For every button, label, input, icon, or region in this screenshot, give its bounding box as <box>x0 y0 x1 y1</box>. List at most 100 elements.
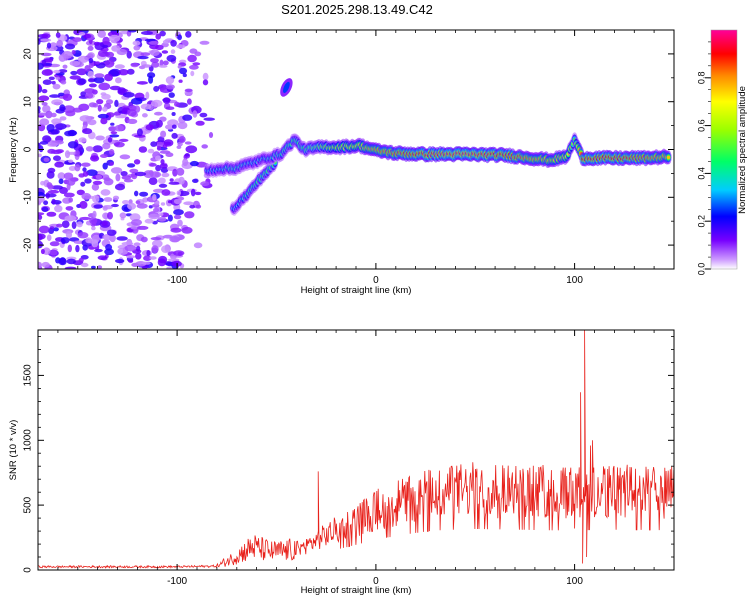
noise-speck <box>166 266 172 269</box>
noise-speck <box>104 73 113 82</box>
noise-speck <box>93 76 105 84</box>
noise-speck <box>155 33 161 40</box>
noise-speck <box>173 250 185 256</box>
noise-speck <box>111 45 121 52</box>
noise-speck <box>102 142 111 150</box>
noise-speck <box>80 181 86 187</box>
noise-speck <box>162 97 171 104</box>
noise-speck <box>160 202 166 206</box>
noise-speck <box>150 171 161 178</box>
noise-speck <box>72 107 84 113</box>
noise-speck <box>150 58 159 63</box>
noise-speck <box>120 171 128 177</box>
noise-speck <box>78 32 86 36</box>
noise-speck <box>56 223 63 228</box>
noise-speck <box>95 174 103 180</box>
noise-speck <box>159 59 164 67</box>
noise-speck <box>62 93 73 102</box>
noise-speck <box>109 134 120 138</box>
noise-speck <box>167 214 173 222</box>
noise-speck <box>66 258 77 265</box>
noise-speck <box>38 212 45 216</box>
colorbar-tick-label: 0.8 <box>696 72 706 85</box>
noise-speck <box>162 144 168 148</box>
noise-speck <box>43 200 49 205</box>
noise-speck <box>150 237 162 241</box>
noise-speck <box>127 68 135 75</box>
noise-speck <box>77 232 89 239</box>
noise-speck <box>152 194 157 201</box>
noise-speck <box>54 161 65 168</box>
noise-speck <box>159 30 166 37</box>
noise-speck <box>38 95 50 102</box>
noise-speck <box>147 72 156 79</box>
noise-speck <box>140 236 148 243</box>
noise-speck <box>79 200 88 209</box>
noise-speck <box>82 171 89 177</box>
noise-speck <box>81 162 91 167</box>
noise-speck <box>138 146 148 153</box>
noise-speck <box>171 124 177 129</box>
x-tick-label: -100 <box>167 576 187 587</box>
noise-speck <box>45 110 53 119</box>
noise-speck <box>51 99 63 106</box>
noise-speck <box>93 204 103 209</box>
noise-speck <box>84 92 94 99</box>
noise-speck <box>91 265 96 269</box>
noise-speck <box>158 177 166 184</box>
snr-xlabel: Height of straight line (km) <box>301 585 412 596</box>
noise-speck <box>55 32 61 38</box>
noise-speck <box>100 189 111 196</box>
noise-speck <box>129 168 139 174</box>
colorbar-tick-label: 0.0 <box>696 263 706 276</box>
noise-speck <box>38 112 48 116</box>
noise-speck <box>132 40 141 46</box>
noise-speck <box>178 79 183 83</box>
noise-speck <box>151 99 163 107</box>
noise-speck <box>74 164 81 172</box>
noise-speck <box>193 242 203 249</box>
noise-speck <box>100 154 108 158</box>
y-tick-label: 0 <box>23 146 34 152</box>
noise-speck <box>190 70 195 77</box>
noise-speck <box>119 154 131 160</box>
noise-speck <box>76 68 87 76</box>
noise-speck <box>46 171 55 179</box>
noise-speck <box>68 197 73 203</box>
noise-speck <box>58 92 65 97</box>
noise-speck <box>173 214 182 220</box>
noise-speck <box>39 118 50 126</box>
noise-speck <box>88 83 97 88</box>
noise-speck <box>68 159 74 163</box>
colorbar-label: Normalized spectral amplitude <box>737 86 748 214</box>
noise-speck <box>114 183 126 191</box>
noise-speck <box>67 141 79 149</box>
noise-speck <box>38 38 41 45</box>
noise-speck <box>41 69 53 76</box>
noise-speck <box>169 236 181 243</box>
noise-speck <box>177 219 183 227</box>
noise-speck <box>185 31 192 38</box>
noise-speck <box>64 150 71 159</box>
noise-speck <box>170 39 177 47</box>
noise-speck <box>115 115 127 119</box>
noise-speck <box>145 91 150 100</box>
noise-speck <box>46 234 52 241</box>
spectrogram-ridge <box>203 132 672 179</box>
noise-speck <box>118 69 129 76</box>
noise-speck <box>51 80 56 85</box>
noise-speck <box>130 226 138 230</box>
noise-speck <box>154 111 163 116</box>
noise-speck <box>173 209 184 216</box>
noise-speck <box>110 167 123 174</box>
noise-speck <box>155 164 162 172</box>
noise-speck <box>88 102 97 108</box>
noise-speck <box>92 180 103 185</box>
noise-speck <box>126 255 136 259</box>
noise-speck <box>94 248 103 253</box>
noise-speck <box>79 115 92 122</box>
noise-speck <box>102 106 108 112</box>
noise-speck <box>42 135 52 143</box>
